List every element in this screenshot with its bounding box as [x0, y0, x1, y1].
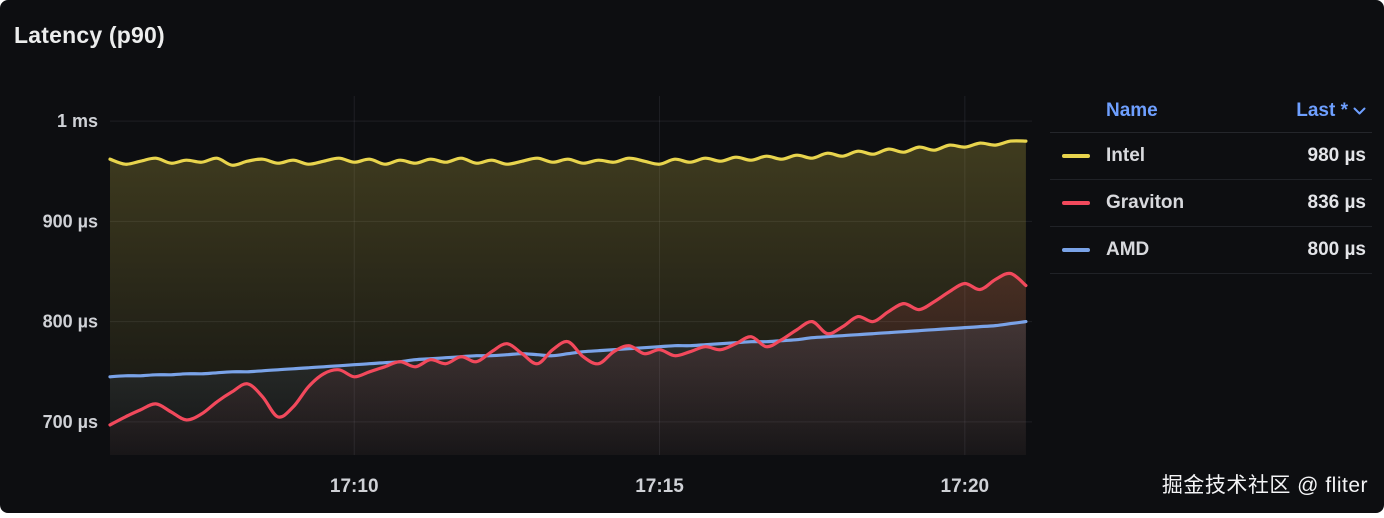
- chevron-down-icon: [1353, 107, 1366, 114]
- x-axis-tick-label: 17:10: [330, 476, 379, 497]
- watermark: 掘金技术社区 @ fliter: [1161, 474, 1368, 497]
- series-name: AMD: [1106, 239, 1150, 260]
- series-name: Intel: [1106, 145, 1146, 166]
- graviton-series-swatch: [1062, 201, 1090, 205]
- y-axis-tick-label: 800 µs: [43, 312, 98, 332]
- legend-row-graviton[interactable]: Graviton 836 µs: [1050, 180, 1372, 227]
- series-name: Graviton: [1106, 192, 1185, 213]
- bottom-bar: [0, 513, 1384, 518]
- intel-series-swatch: [1062, 154, 1090, 158]
- y-axis-tick-label: 1 ms: [57, 111, 98, 131]
- x-axis-tick-label: 17:15: [635, 476, 684, 497]
- y-axis-tick-label: 700 µs: [43, 412, 98, 432]
- legend-sort-last[interactable]: Last *: [1296, 100, 1366, 122]
- legend-sort-name[interactable]: Name: [1106, 100, 1158, 121]
- legend: Name Last * Intel 980 µs Graviton 836 µs: [1050, 90, 1372, 274]
- series-last-value: 800 µs: [1307, 239, 1367, 260]
- y-axis-tick-label: 900 µs: [43, 211, 98, 231]
- series-last-value: 980 µs: [1307, 145, 1367, 166]
- graviton-line: [108, 271, 1028, 427]
- amd-line: [108, 320, 1028, 379]
- legend-row-intel[interactable]: Intel 980 µs: [1050, 133, 1372, 180]
- series-last-value: 836 µs: [1307, 192, 1367, 213]
- panel-title: Latency (p90): [14, 22, 165, 48]
- legend-header: Name Last *: [1050, 90, 1372, 133]
- legend-sort-last-label: Last *: [1296, 100, 1348, 121]
- amd-series-swatch: [1062, 248, 1090, 252]
- amd-area: [110, 321, 1026, 455]
- intel-line: [108, 139, 1028, 167]
- x-axis-tick-label: 17:20: [941, 476, 990, 497]
- legend-row-amd[interactable]: AMD 800 µs: [1050, 227, 1372, 274]
